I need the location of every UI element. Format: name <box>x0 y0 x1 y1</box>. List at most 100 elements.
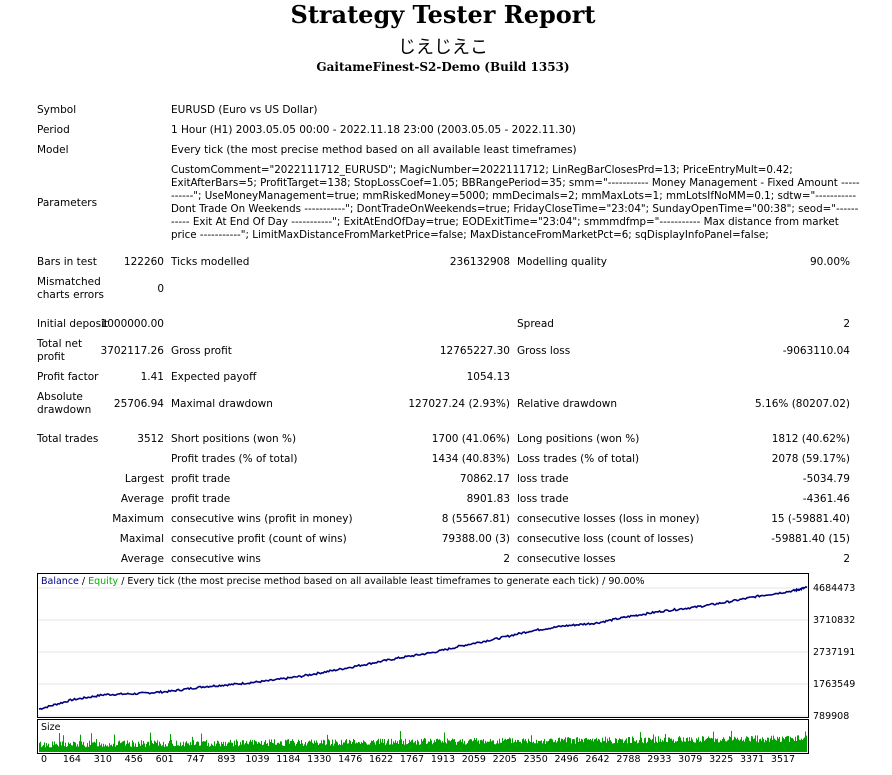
size-bar <box>257 743 258 752</box>
x-tick-label: 1476 <box>338 754 363 765</box>
size-bar <box>769 741 770 752</box>
size-bar <box>654 742 655 752</box>
size-bar <box>763 738 764 752</box>
size-bar <box>484 743 485 752</box>
size-bar <box>212 744 213 752</box>
size-bar <box>263 744 264 752</box>
size-bar <box>452 738 453 752</box>
size-bar <box>95 742 96 752</box>
size-bar <box>422 741 423 752</box>
size-bar <box>84 745 85 752</box>
size-bar <box>536 739 537 752</box>
size-bar <box>107 745 108 752</box>
size-bar <box>467 743 468 752</box>
reldd-value: 5.16% (80207.02) <box>755 398 850 410</box>
size-bar <box>219 743 220 752</box>
size-bar <box>744 741 745 752</box>
size-bar <box>282 745 283 752</box>
size-bar <box>330 745 331 752</box>
size-bar <box>649 737 650 752</box>
size-bar <box>428 741 429 752</box>
size-bar <box>700 740 701 752</box>
size-bar <box>515 739 516 752</box>
size-bar <box>187 743 188 752</box>
size-bar <box>595 739 596 752</box>
x-tick-label: 747 <box>186 754 205 765</box>
size-bar <box>310 741 311 752</box>
size-bar <box>93 742 94 752</box>
size-bar <box>281 741 282 752</box>
size-bar <box>500 742 501 752</box>
size-bar <box>408 743 409 752</box>
size-bar <box>598 738 599 752</box>
size-bar <box>651 740 652 752</box>
size-bar <box>236 739 237 752</box>
size-bar <box>75 742 76 752</box>
size-bar <box>96 738 97 752</box>
size-bar <box>447 738 448 752</box>
size-bar <box>612 743 613 752</box>
x-tick-label: 2059 <box>461 754 486 765</box>
size-bar <box>748 737 749 752</box>
largest-loss-label: loss trade <box>517 473 569 485</box>
size-bar <box>365 742 366 752</box>
size-bar <box>210 745 211 752</box>
size-bar <box>511 743 512 752</box>
size-bar <box>485 740 486 752</box>
size-bar <box>392 744 393 752</box>
average-profit-value: 8901.83 <box>466 493 510 505</box>
size-bar <box>712 738 713 752</box>
size-bar <box>687 737 688 752</box>
size-bar <box>546 741 547 752</box>
size-bar <box>308 741 309 752</box>
size-bar <box>340 745 341 752</box>
size-bar <box>675 741 676 752</box>
size-bar <box>755 735 756 752</box>
size-bar <box>74 741 75 752</box>
period-value: 1 Hour (H1) 2003.05.05 00:00 - 2022.11.1… <box>171 124 576 136</box>
size-bar <box>526 741 527 752</box>
size-bar <box>686 737 687 752</box>
size-bar <box>599 739 600 752</box>
size-bar <box>600 742 601 752</box>
size-bar <box>696 738 697 752</box>
size-bar <box>381 742 382 752</box>
bars-label: Bars in test <box>37 256 97 268</box>
size-bar <box>319 743 320 752</box>
size-bar <box>784 739 785 752</box>
size-bar <box>470 738 471 752</box>
size-bar <box>474 737 475 752</box>
size-bar <box>90 745 91 752</box>
size-bar <box>615 738 616 752</box>
x-tick-label: 3225 <box>709 754 734 765</box>
size-bar <box>170 734 171 752</box>
size-bar <box>419 744 420 752</box>
size-bar <box>694 742 695 752</box>
size-bar <box>644 738 645 752</box>
size-bar <box>128 743 129 752</box>
size-bar <box>568 737 569 752</box>
size-bar <box>407 743 408 752</box>
size-bar <box>440 740 441 752</box>
size-bar <box>698 737 699 752</box>
size-bar <box>343 742 344 752</box>
size-bar <box>593 741 594 752</box>
size-bar <box>468 740 469 752</box>
size-bar <box>629 737 630 752</box>
size-bar <box>312 742 313 752</box>
size-bar <box>786 736 787 752</box>
size-bar <box>71 745 72 752</box>
size-bar <box>623 742 624 752</box>
size-bar <box>228 742 229 752</box>
size-bar <box>787 736 788 752</box>
size-bar <box>776 740 777 752</box>
size-bar <box>683 737 684 752</box>
size-bar <box>657 742 658 752</box>
long-value: 1812 (40.62%) <box>771 433 850 445</box>
size-bar <box>373 739 374 752</box>
size-bar <box>658 736 659 752</box>
size-bar <box>139 743 140 752</box>
symbol-label: Symbol <box>37 104 77 116</box>
size-bar <box>140 745 141 752</box>
size-bar <box>203 741 204 752</box>
